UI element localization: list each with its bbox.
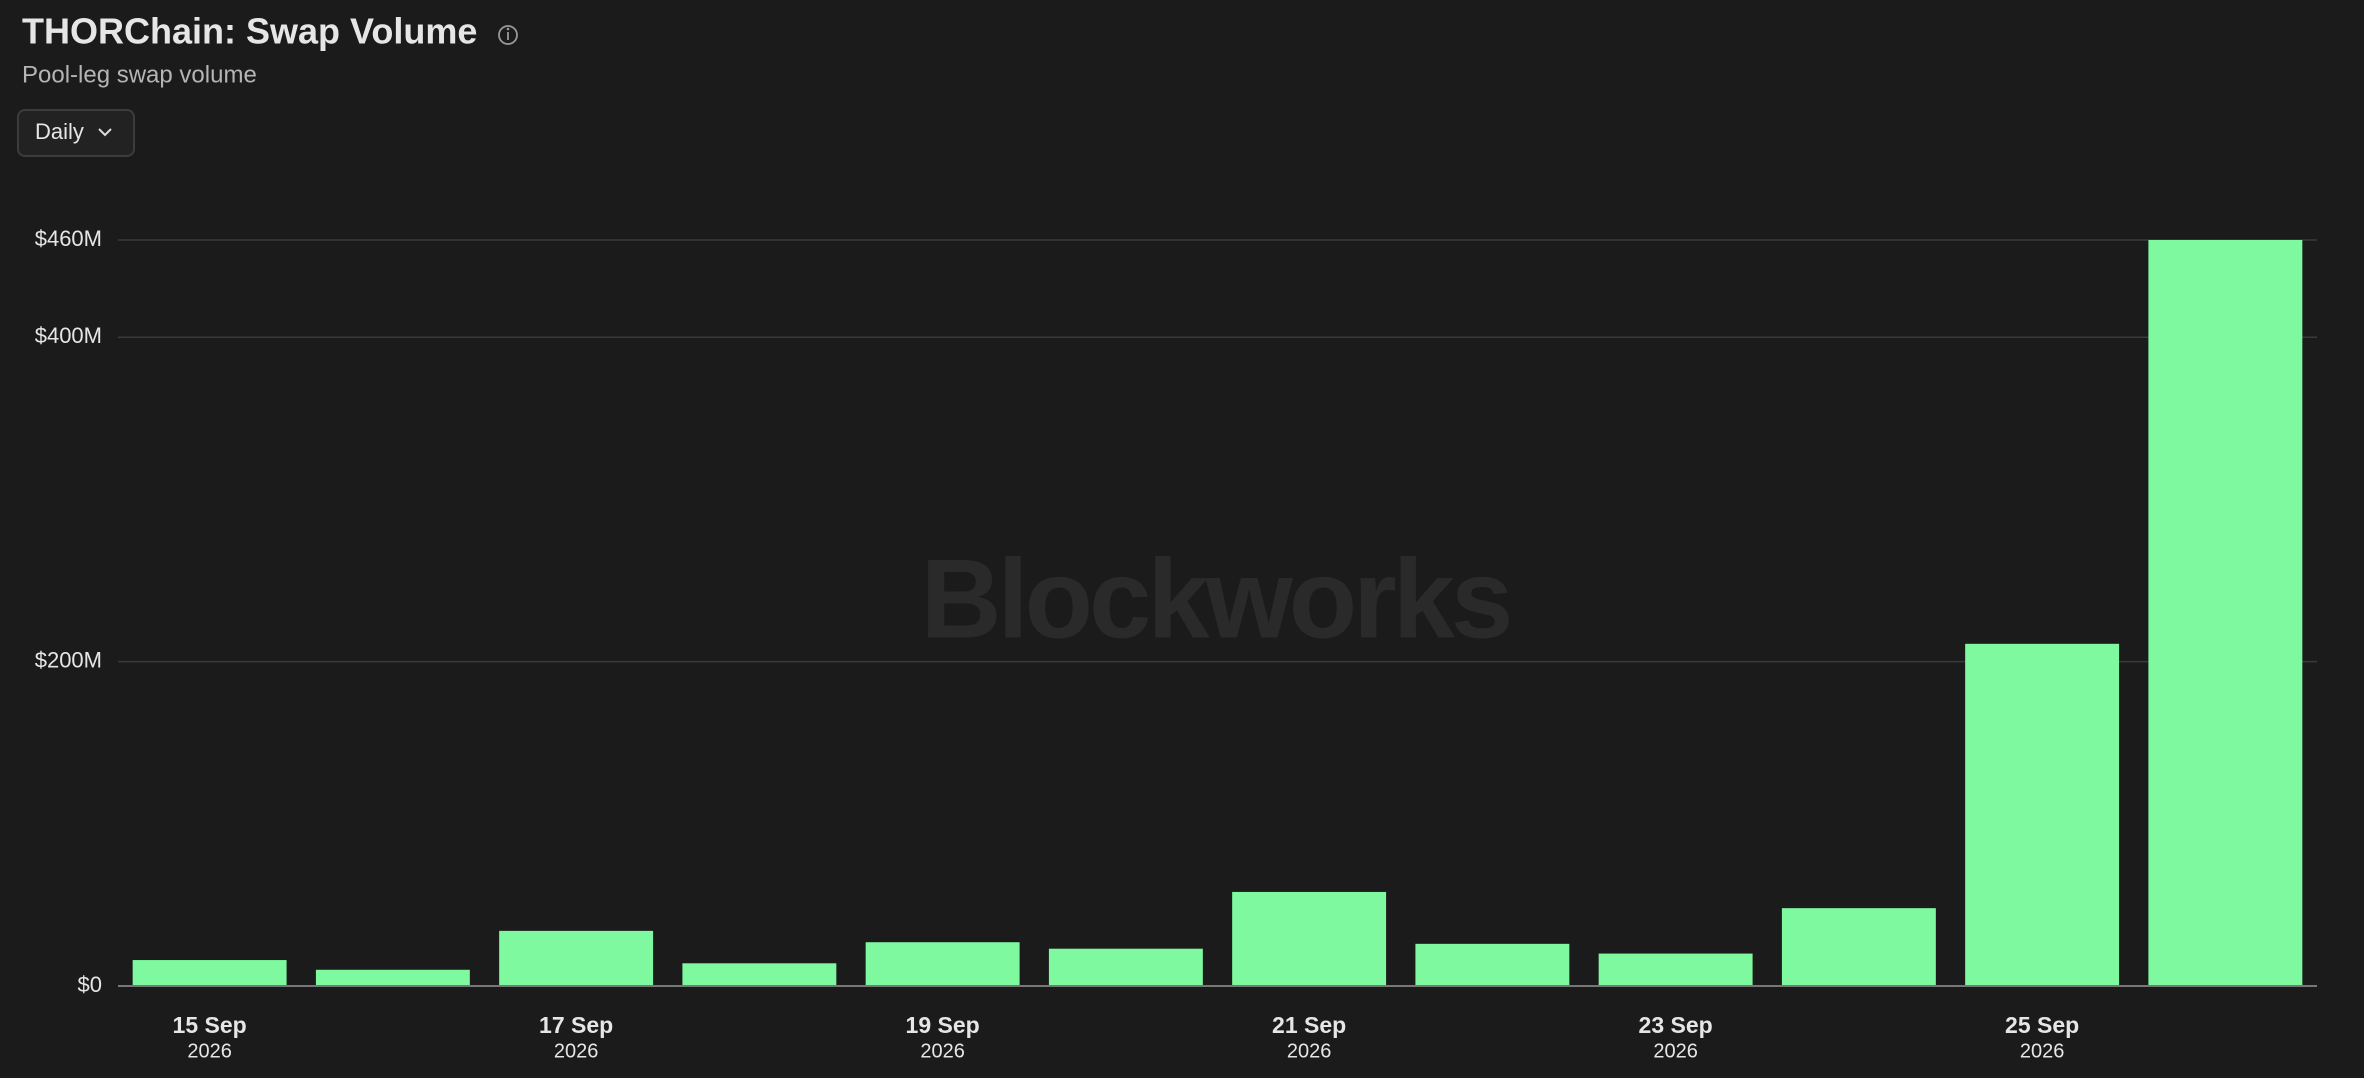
- x-tick-label: 25 Sep: [2005, 1012, 2079, 1038]
- x-tick-label: 17 Sep: [539, 1012, 613, 1038]
- y-tick-label: $200M: [35, 647, 102, 672]
- bar: [1781, 908, 1936, 986]
- chart-title: THORChain: Swap Volume: [22, 11, 477, 52]
- dropdown-box: [17, 109, 135, 157]
- bar: [315, 969, 470, 986]
- bar: [865, 942, 1020, 986]
- x-tick-year: 2026: [920, 1040, 965, 1062]
- bar: [1232, 891, 1387, 986]
- bar: [1965, 643, 2120, 986]
- watermark: Blockworks: [921, 537, 1510, 662]
- info-icon[interactable]: [498, 25, 518, 45]
- x-tick-year: 2026: [187, 1040, 232, 1062]
- x-tick-year: 2026: [1653, 1040, 1698, 1062]
- y-tick-label: $460M: [35, 226, 102, 251]
- y-tick-label: $400M: [35, 323, 102, 348]
- interval-dropdown[interactable]: Daily: [17, 109, 135, 157]
- bar: [2148, 240, 2303, 986]
- bar: [1598, 953, 1753, 986]
- dropdown-label: Daily: [35, 119, 84, 144]
- dropdown-chevron: [98, 128, 112, 137]
- bar: [132, 960, 287, 986]
- info-circle: [498, 25, 518, 45]
- x-tick-label: 23 Sep: [1639, 1012, 1713, 1038]
- x-tick-label: 15 Sep: [173, 1012, 247, 1038]
- bar: [1415, 943, 1570, 986]
- bar: [682, 963, 837, 986]
- x-tick-label: 21 Sep: [1272, 1012, 1346, 1038]
- y-tick-label: $0: [78, 972, 102, 997]
- bar: [499, 930, 654, 986]
- x-tick-year: 2026: [2020, 1040, 2065, 1062]
- bar: [1048, 948, 1203, 986]
- x-tick-year: 2026: [554, 1040, 599, 1062]
- info-dot: [506, 27, 510, 31]
- chart-subtitle: Pool-leg swap volume: [22, 61, 257, 88]
- x-tick-year: 2026: [1287, 1040, 1332, 1062]
- x-tick-label: 19 Sep: [906, 1012, 980, 1038]
